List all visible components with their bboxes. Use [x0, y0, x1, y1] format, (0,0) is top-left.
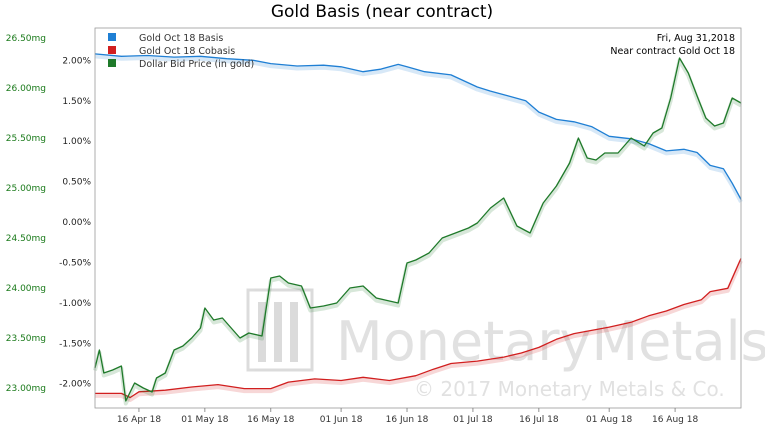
legend-label-dollar: Dollar Bid Price (in gold)	[139, 59, 254, 70]
y-left-tick-label: 26.50mg	[6, 34, 46, 44]
y-right-tick-label: -0.50%	[59, 258, 91, 268]
x-tick-label: 01 Jun 18	[320, 415, 363, 425]
annotation-contract: Near contract Gold Oct 18	[610, 46, 735, 57]
series-line	[95, 258, 742, 399]
watermark-copyright: © 2017 Monetary Metals & Co.	[414, 377, 725, 401]
series-cobasis	[95, 258, 743, 402]
legend: Gold Oct 18 Basis Gold Oct 18 Cobasis Do…	[108, 33, 254, 70]
x-axis: 16 Apr 18 01 May 18 16 May 18 01 Jun 18 16 J…	[117, 408, 698, 425]
x-tick-label: 01 Jul 18	[453, 415, 493, 425]
series-line	[94, 53, 742, 200]
y-right-tick-label: -2.00%	[59, 380, 91, 390]
y-left-tick-label: 24.50mg	[6, 234, 46, 244]
y-right-tick-label: 2.00%	[62, 56, 91, 66]
series-dollar	[93, 57, 742, 406]
series-basis	[94, 53, 743, 203]
x-tick-label: 16 Jun 18	[386, 415, 429, 425]
series-shadow	[94, 54, 743, 203]
series-layer	[93, 53, 743, 406]
x-tick-label: 16 Jul 18	[519, 415, 559, 425]
annotation-date: Fri, Aug 31,2018	[657, 33, 735, 44]
legend-swatch-dollar	[108, 59, 116, 67]
legend-label-basis: Gold Oct 18 Basis	[139, 33, 223, 44]
y-right-tick-label: -1.00%	[59, 299, 91, 309]
plot-frame	[94, 27, 742, 409]
y-left-tick-label: 25.00mg	[6, 184, 46, 194]
y-right-tick-label: 0.50%	[62, 178, 91, 188]
y-left-tick-label: 24.00mg	[6, 284, 46, 294]
legend-swatch-basis	[108, 33, 116, 41]
chart-title: Gold Basis (near contract)	[271, 2, 493, 22]
series-shadow	[93, 58, 742, 406]
y-right-tick-label: 1.00%	[62, 137, 91, 147]
x-tick-label: 16 Apr 18	[117, 415, 161, 425]
watermark-logo-icon	[246, 288, 314, 372]
y-right-tick-label: -1.50%	[59, 339, 91, 349]
x-tick-label: 16 Aug 18	[652, 415, 698, 425]
y-axis-right: -2.00% -1.50% -1.00% -0.50% 0.00% 0.50% 1.00% 1…	[59, 56, 91, 389]
series-shadow	[95, 260, 743, 402]
y-right-tick-label: 1.50%	[62, 97, 91, 107]
x-tick-label: 01 May 18	[181, 415, 229, 425]
series-line	[94, 57, 742, 402]
x-tick-label: 16 May 18	[247, 415, 295, 425]
y-axis-left: 23.00mg 23.50mg 24.00mg 24.50mg 25.00mg 25.50…	[6, 34, 46, 394]
y-left-tick-label: 26.00mg	[6, 84, 46, 94]
legend-swatch-cobasis	[108, 46, 116, 54]
y-right-tick-label: 0.00%	[62, 218, 91, 228]
y-left-tick-label: 25.50mg	[6, 134, 46, 144]
legend-label-cobasis: Gold Oct 18 Cobasis	[139, 46, 235, 57]
x-tick-label: 01 Aug 18	[586, 415, 632, 425]
y-left-tick-label: 23.00mg	[6, 384, 46, 394]
y-left-tick-label: 23.50mg	[6, 334, 46, 344]
